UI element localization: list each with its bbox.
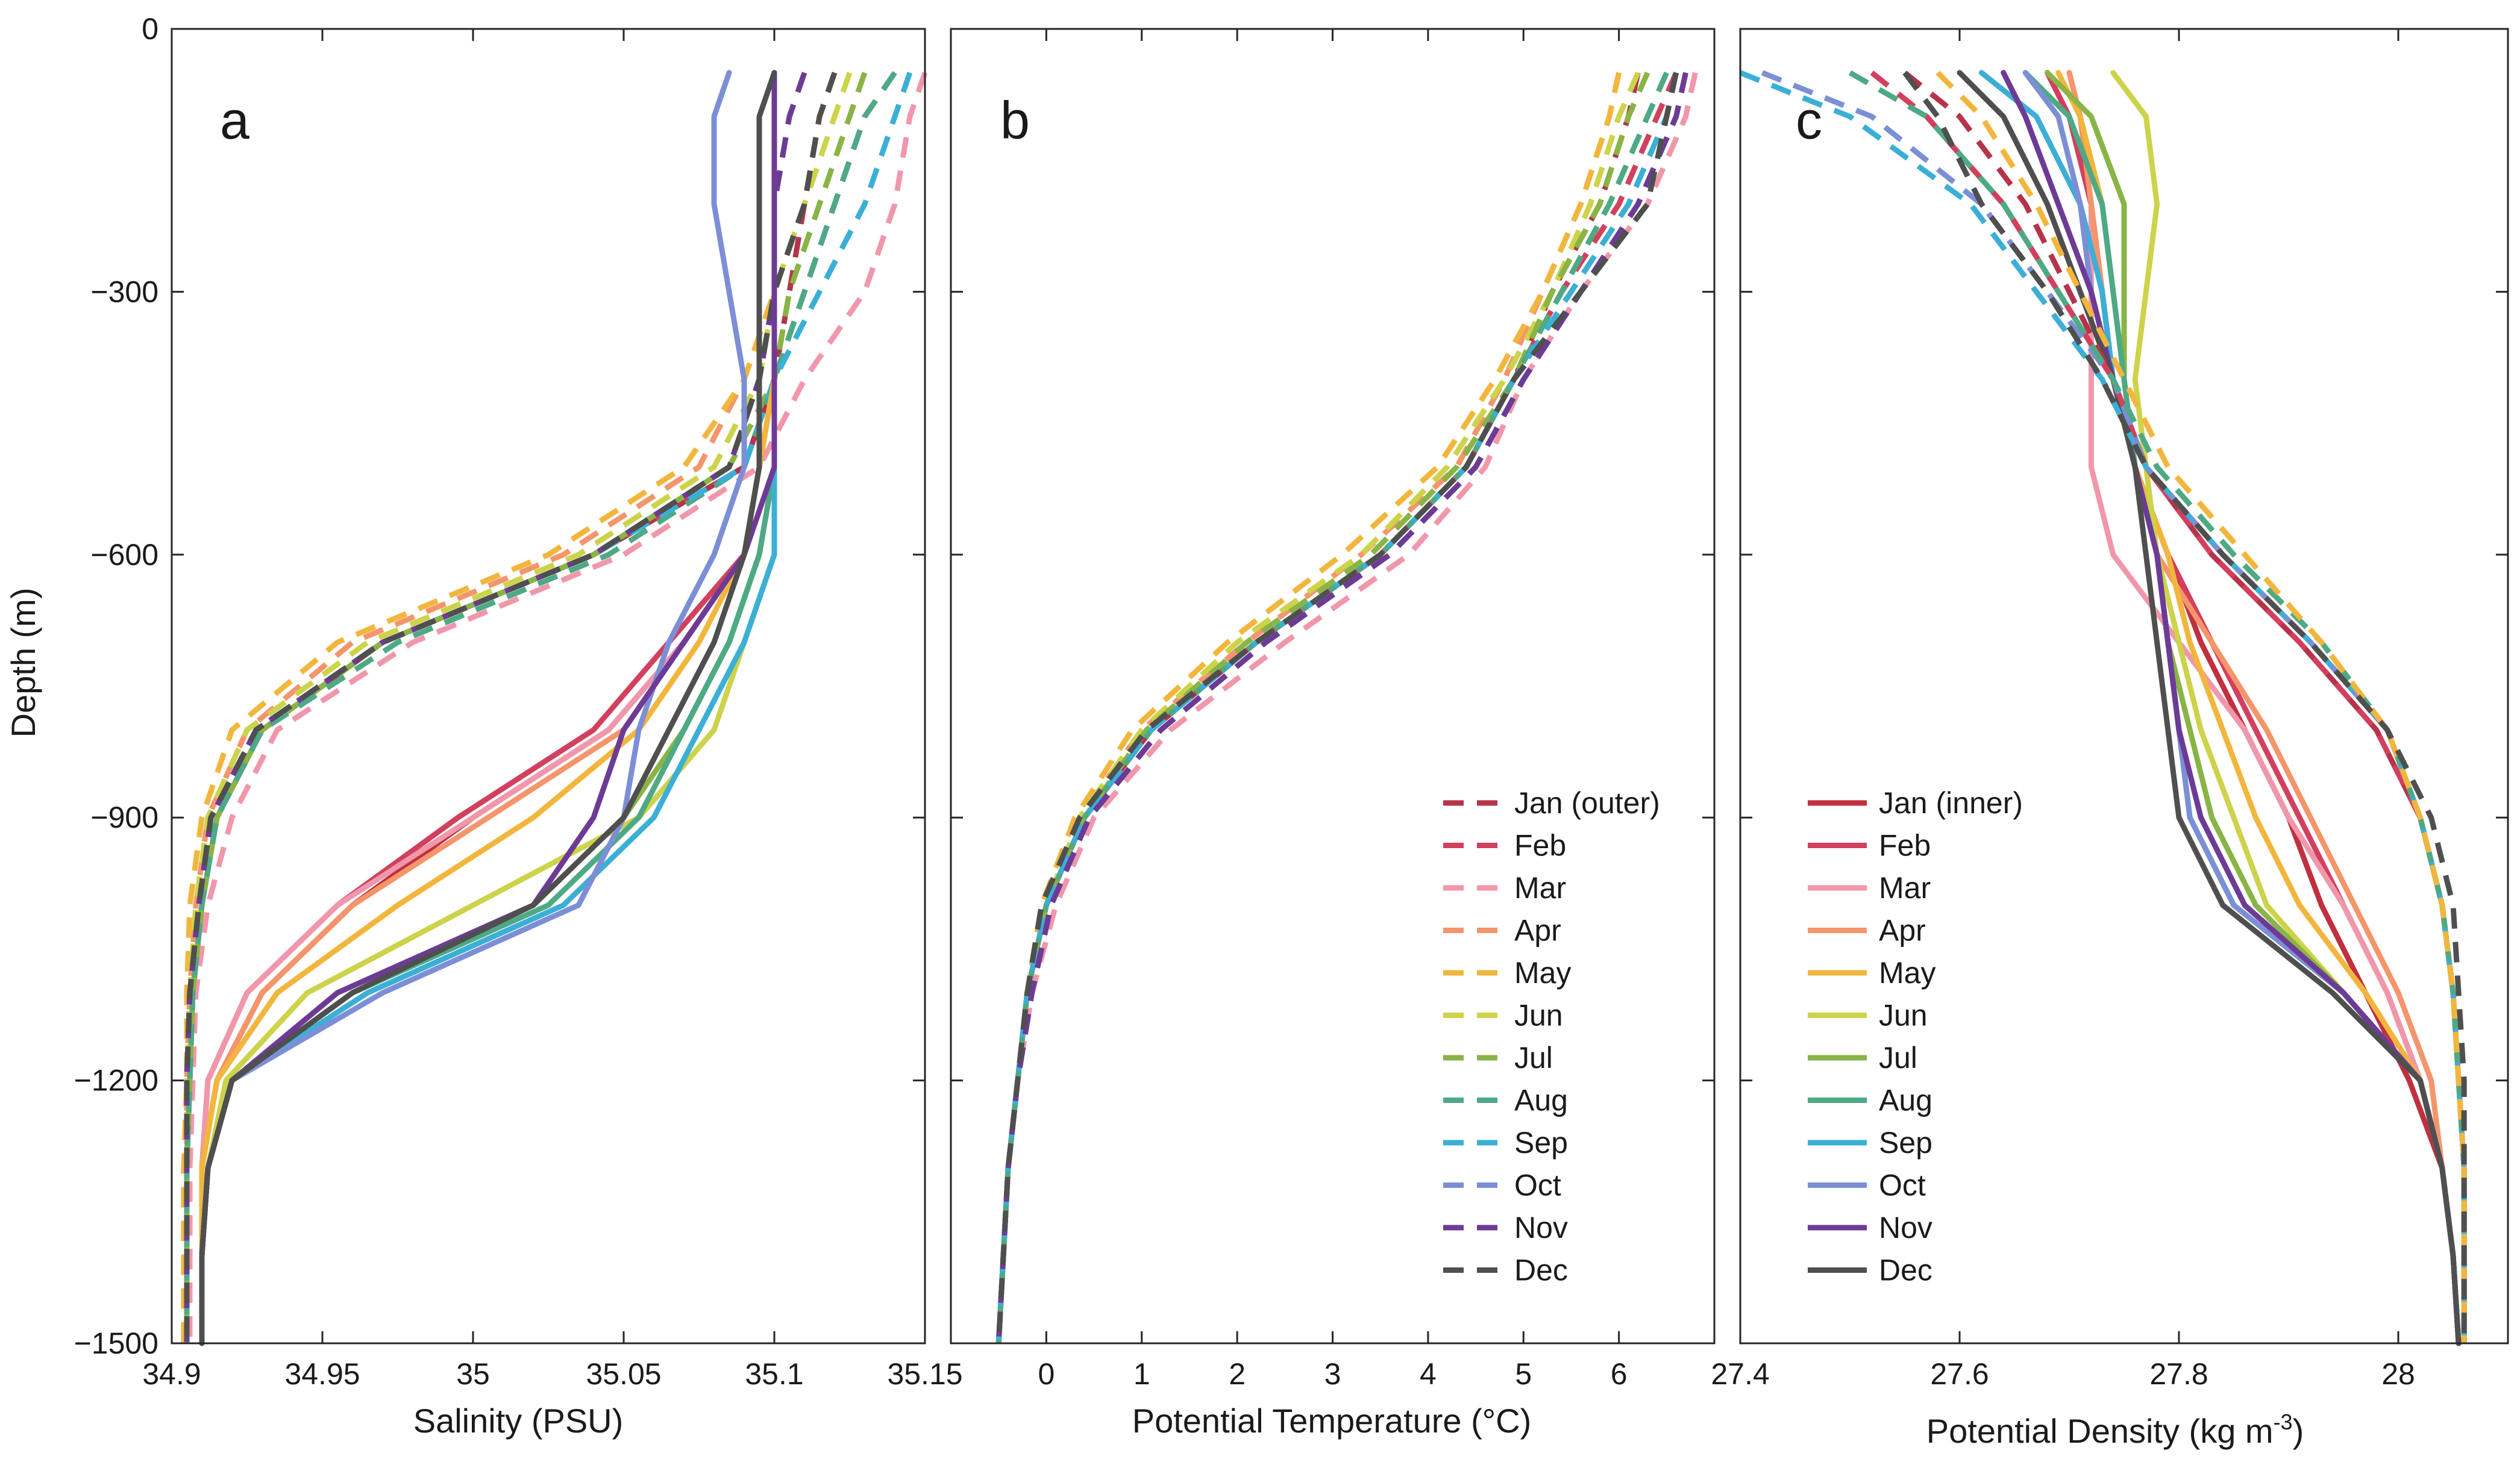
panel-c-legend-label-6: Jul <box>1879 1041 1917 1075</box>
panel-c-legend-label-5: Jun <box>1879 999 1928 1032</box>
panel-b-xtick-label-3: 3 <box>1324 1357 1341 1391</box>
panel-b-frame <box>950 28 1716 1345</box>
panel-c-legend-label-8: Sep <box>1879 1126 1932 1160</box>
panel-a-xtick-label-0: 34.9 <box>142 1357 201 1391</box>
panel-b-legend-label-4: May <box>1514 956 1571 990</box>
panel-c-xtick-label-0: 27.4 <box>1711 1357 1769 1391</box>
y-tick-label-2: −600 <box>90 538 158 572</box>
panel-c-series-line-2 <box>2066 70 2462 1346</box>
panel-b-legend-label-2: Mar <box>1514 871 1566 905</box>
panel-b-legend-label-6: Jul <box>1514 1041 1553 1075</box>
panel-a-series-group <box>181 70 928 1346</box>
panel-c-legend-label-7: Aug <box>1879 1084 1932 1117</box>
panel-b-xtick-label-1: 1 <box>1133 1357 1150 1391</box>
panel-c-series-line-4 <box>2055 70 2462 1346</box>
panel-c-frame <box>1739 28 2509 1345</box>
panel-c-legend-label-0: Jan (inner) <box>1879 786 2023 820</box>
panel-a-series-line-7 <box>184 71 897 1343</box>
panel-b-legend-label-3: Apr <box>1514 914 1561 948</box>
panel-b-xtick-label-4: 4 <box>1420 1357 1437 1391</box>
panel-c-series-line-16 <box>1848 70 2467 1343</box>
panel-c-series-line-3 <box>2066 70 2462 1346</box>
panel-a-xtick-label-1: 34.95 <box>284 1357 360 1391</box>
panel-c-xtick-label-3: 28 <box>2381 1357 2415 1391</box>
panel-c-xlabel-sup: -3 <box>2274 1410 2293 1434</box>
y-axis-label: Depth (m) <box>4 588 42 738</box>
panel-c-legend-label-11: Dec <box>1879 1254 1932 1287</box>
panel-b-legend-label-1: Feb <box>1514 829 1566 863</box>
panel-b-xtick-label-5: 5 <box>1515 1357 1532 1391</box>
panel-b-legend-label-0: Jan (outer) <box>1514 786 1660 820</box>
panel-c-legend-label-3: Apr <box>1879 914 1926 948</box>
panel-c-legend-label-10: Nov <box>1879 1211 1932 1245</box>
panel-b-series-line-0 <box>995 72 1641 1344</box>
panel-a: a Salinity (PSU) 0 −300 −600 −900 −1200 −1500… <box>74 12 963 1440</box>
panel-a-xtick-label-2: 35 <box>456 1357 490 1391</box>
panel-c-legend-label-9: Oct <box>1879 1169 1926 1202</box>
y-tick-label-0: 0 <box>142 12 158 46</box>
panel-c-xlabel-main: Potential Density (kg m <box>1926 1412 2274 1450</box>
panel-c-legend-label-2: Mar <box>1879 871 1931 905</box>
panel-a-xtick-label-5: 35.15 <box>887 1357 962 1391</box>
panel-a-series-line-2 <box>187 72 928 1343</box>
panel-a-xlabel: Salinity (PSU) <box>413 1402 624 1440</box>
panel-b-xtick-label-2: 2 <box>1229 1357 1246 1391</box>
panel-c-legend-label-1: Feb <box>1879 829 1931 863</box>
panel-c-legend-label-4: May <box>1879 956 1935 990</box>
panel-c: c Potential Density (kg m-3) 27.4 27.6 27.… <box>1711 28 2509 1450</box>
panel-c-xtick-label-2: 27.8 <box>2149 1357 2208 1391</box>
panel-c-series-line-17 <box>1935 70 2467 1343</box>
panel-c-xtick-label-1: 27.6 <box>1930 1357 1989 1391</box>
panel-b: b Potential Temperature (°C) 0 1 2 3 4 5 6 Jan … <box>950 28 1716 1440</box>
y-tick-label-5: −1500 <box>74 1326 158 1360</box>
panel-a-xtick-label-4: 35.1 <box>745 1357 803 1391</box>
panel-b-legend-label-9: Oct <box>1514 1169 1561 1202</box>
panel-c-xlabel: Potential Density (kg m-3) <box>1926 1410 2304 1450</box>
panel-b-letter: b <box>1000 90 1030 150</box>
panel-b-xlabel: Potential Temperature (°C) <box>1132 1402 1532 1440</box>
y-tick-label-4: −1200 <box>74 1064 158 1098</box>
panel-b-legend-label-10: Nov <box>1514 1211 1568 1245</box>
y-tick-label-1: −300 <box>90 275 158 308</box>
panel-a-frame <box>171 28 926 1345</box>
y-tick-label-3: −900 <box>90 801 158 834</box>
panel-c-series-line-18 <box>1902 70 2467 1343</box>
panel-c-series-line-11 <box>1957 70 2462 1346</box>
panel-c-series-line-13 <box>1870 70 2467 1343</box>
panel-b-legend-label-8: Sep <box>1514 1126 1568 1160</box>
panel-b-series-group <box>995 71 1698 1344</box>
panel-a-series-line-11 <box>184 72 838 1343</box>
panel-b-series-line-11 <box>995 72 1679 1344</box>
panel-b-series-line-6 <box>995 71 1650 1344</box>
panel-b-xtick-label-0: 0 <box>1038 1357 1055 1391</box>
panel-a-series-line-23 <box>199 70 777 1346</box>
panel-a-xtick-label-3: 35.05 <box>586 1357 661 1391</box>
panel-b-legend-label-7: Aug <box>1514 1084 1568 1117</box>
panel-a-letter: a <box>220 90 249 150</box>
panel-c-xlabel-close: ) <box>2293 1412 2304 1450</box>
panel-c-series-group <box>1739 70 2467 1346</box>
panel-b-legend-label-11: Dec <box>1514 1254 1568 1287</box>
panel-b-xtick-label-6: 6 <box>1611 1357 1628 1391</box>
panel-b-legend-label-5: Jun <box>1514 999 1563 1032</box>
